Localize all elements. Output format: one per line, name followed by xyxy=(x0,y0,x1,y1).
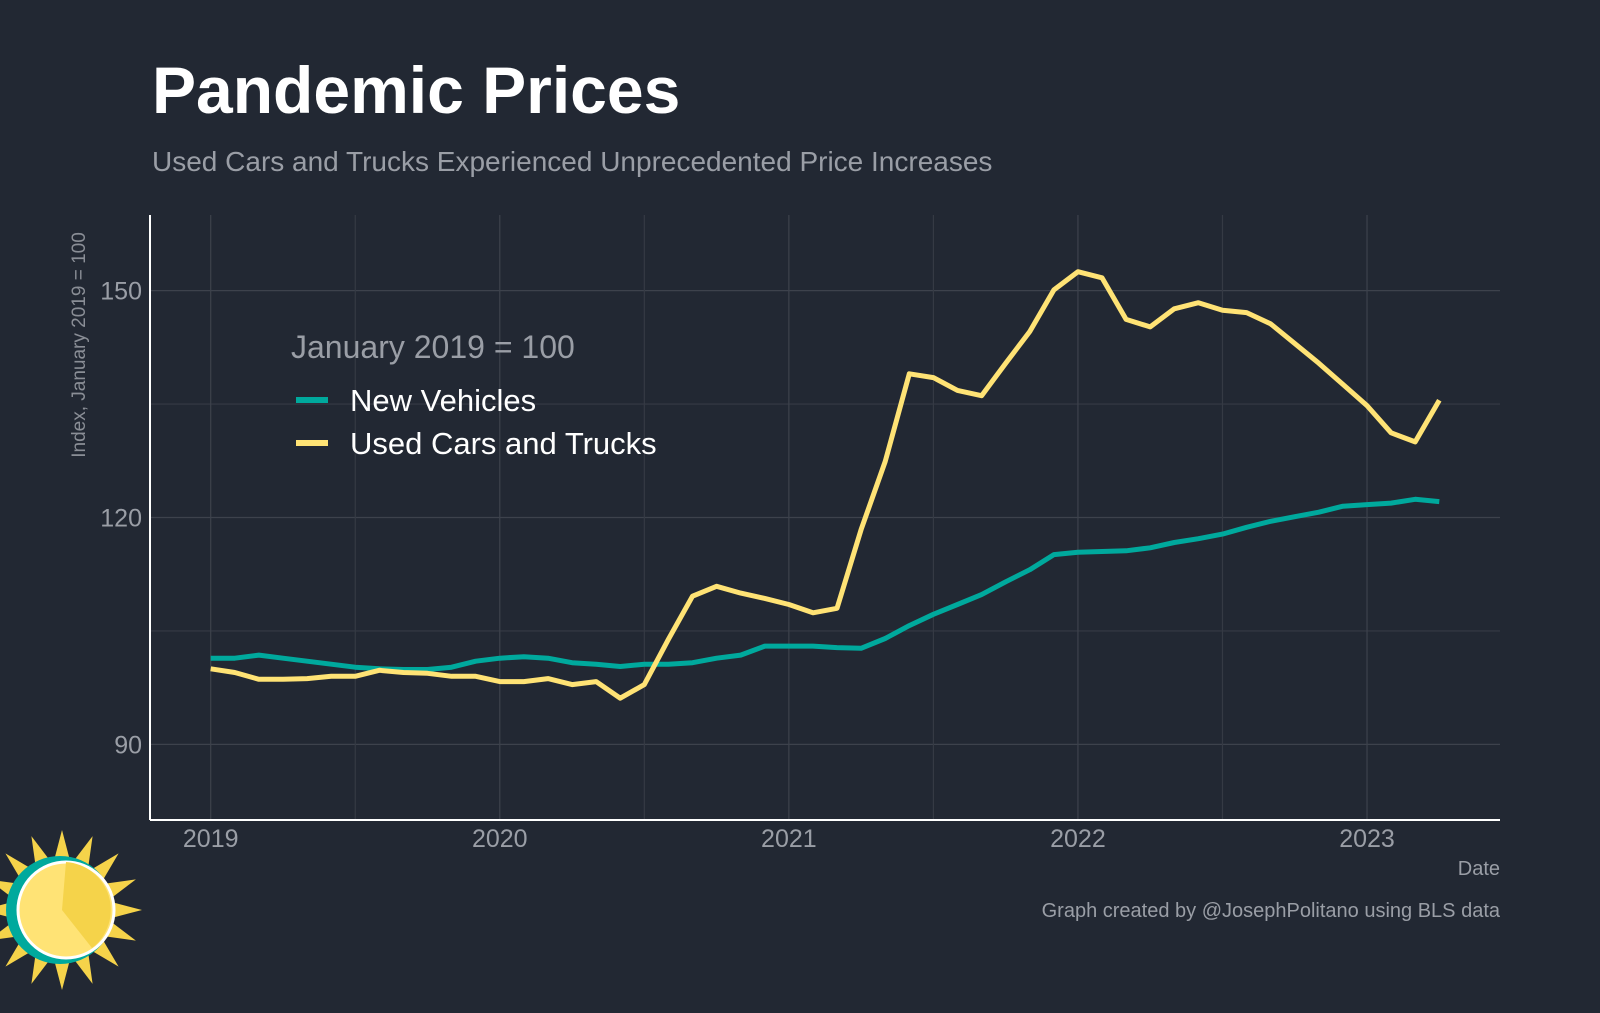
y-tick-label: 120 xyxy=(100,505,142,533)
series-lines xyxy=(210,269,1442,701)
credit-note: Graph created by @JosephPolitano using B… xyxy=(1041,900,1500,922)
x-tick-label: 2021 xyxy=(761,825,817,853)
chart-title: Pandemic Prices xyxy=(152,53,681,127)
y-tick-label: 150 xyxy=(100,278,142,306)
y-tick-label: 90 xyxy=(114,731,142,759)
x-axis-label: Date xyxy=(1458,858,1500,880)
x-tick-label: 2023 xyxy=(1339,825,1395,853)
grid xyxy=(150,215,1500,820)
axes: 90 120 150 2019 2020 2021 2022 2023 xyxy=(100,215,1500,853)
legend: January 2019 = 100 New Vehicles Used Cars … xyxy=(291,329,657,461)
series-line-used-cars-and-trucks xyxy=(210,269,1442,701)
sun-ray xyxy=(54,830,70,861)
sun-ray xyxy=(54,959,70,990)
sun-ray xyxy=(111,902,142,918)
legend-title: January 2019 = 100 xyxy=(291,329,575,365)
series-line-new-vehicles xyxy=(210,496,1440,672)
legend-label: Used Cars and Trucks xyxy=(350,426,657,461)
sun-logo xyxy=(0,830,142,990)
x-tick-label: 2020 xyxy=(472,825,528,853)
chart-subtitle: Used Cars and Trucks Experienced Unprece… xyxy=(152,146,993,177)
x-tick-label: 2022 xyxy=(1050,825,1106,853)
y-axis-label: Index, January 2019 = 100 xyxy=(69,232,90,458)
legend-label: New Vehicles xyxy=(350,383,536,418)
x-tick-label: 2019 xyxy=(183,825,239,853)
